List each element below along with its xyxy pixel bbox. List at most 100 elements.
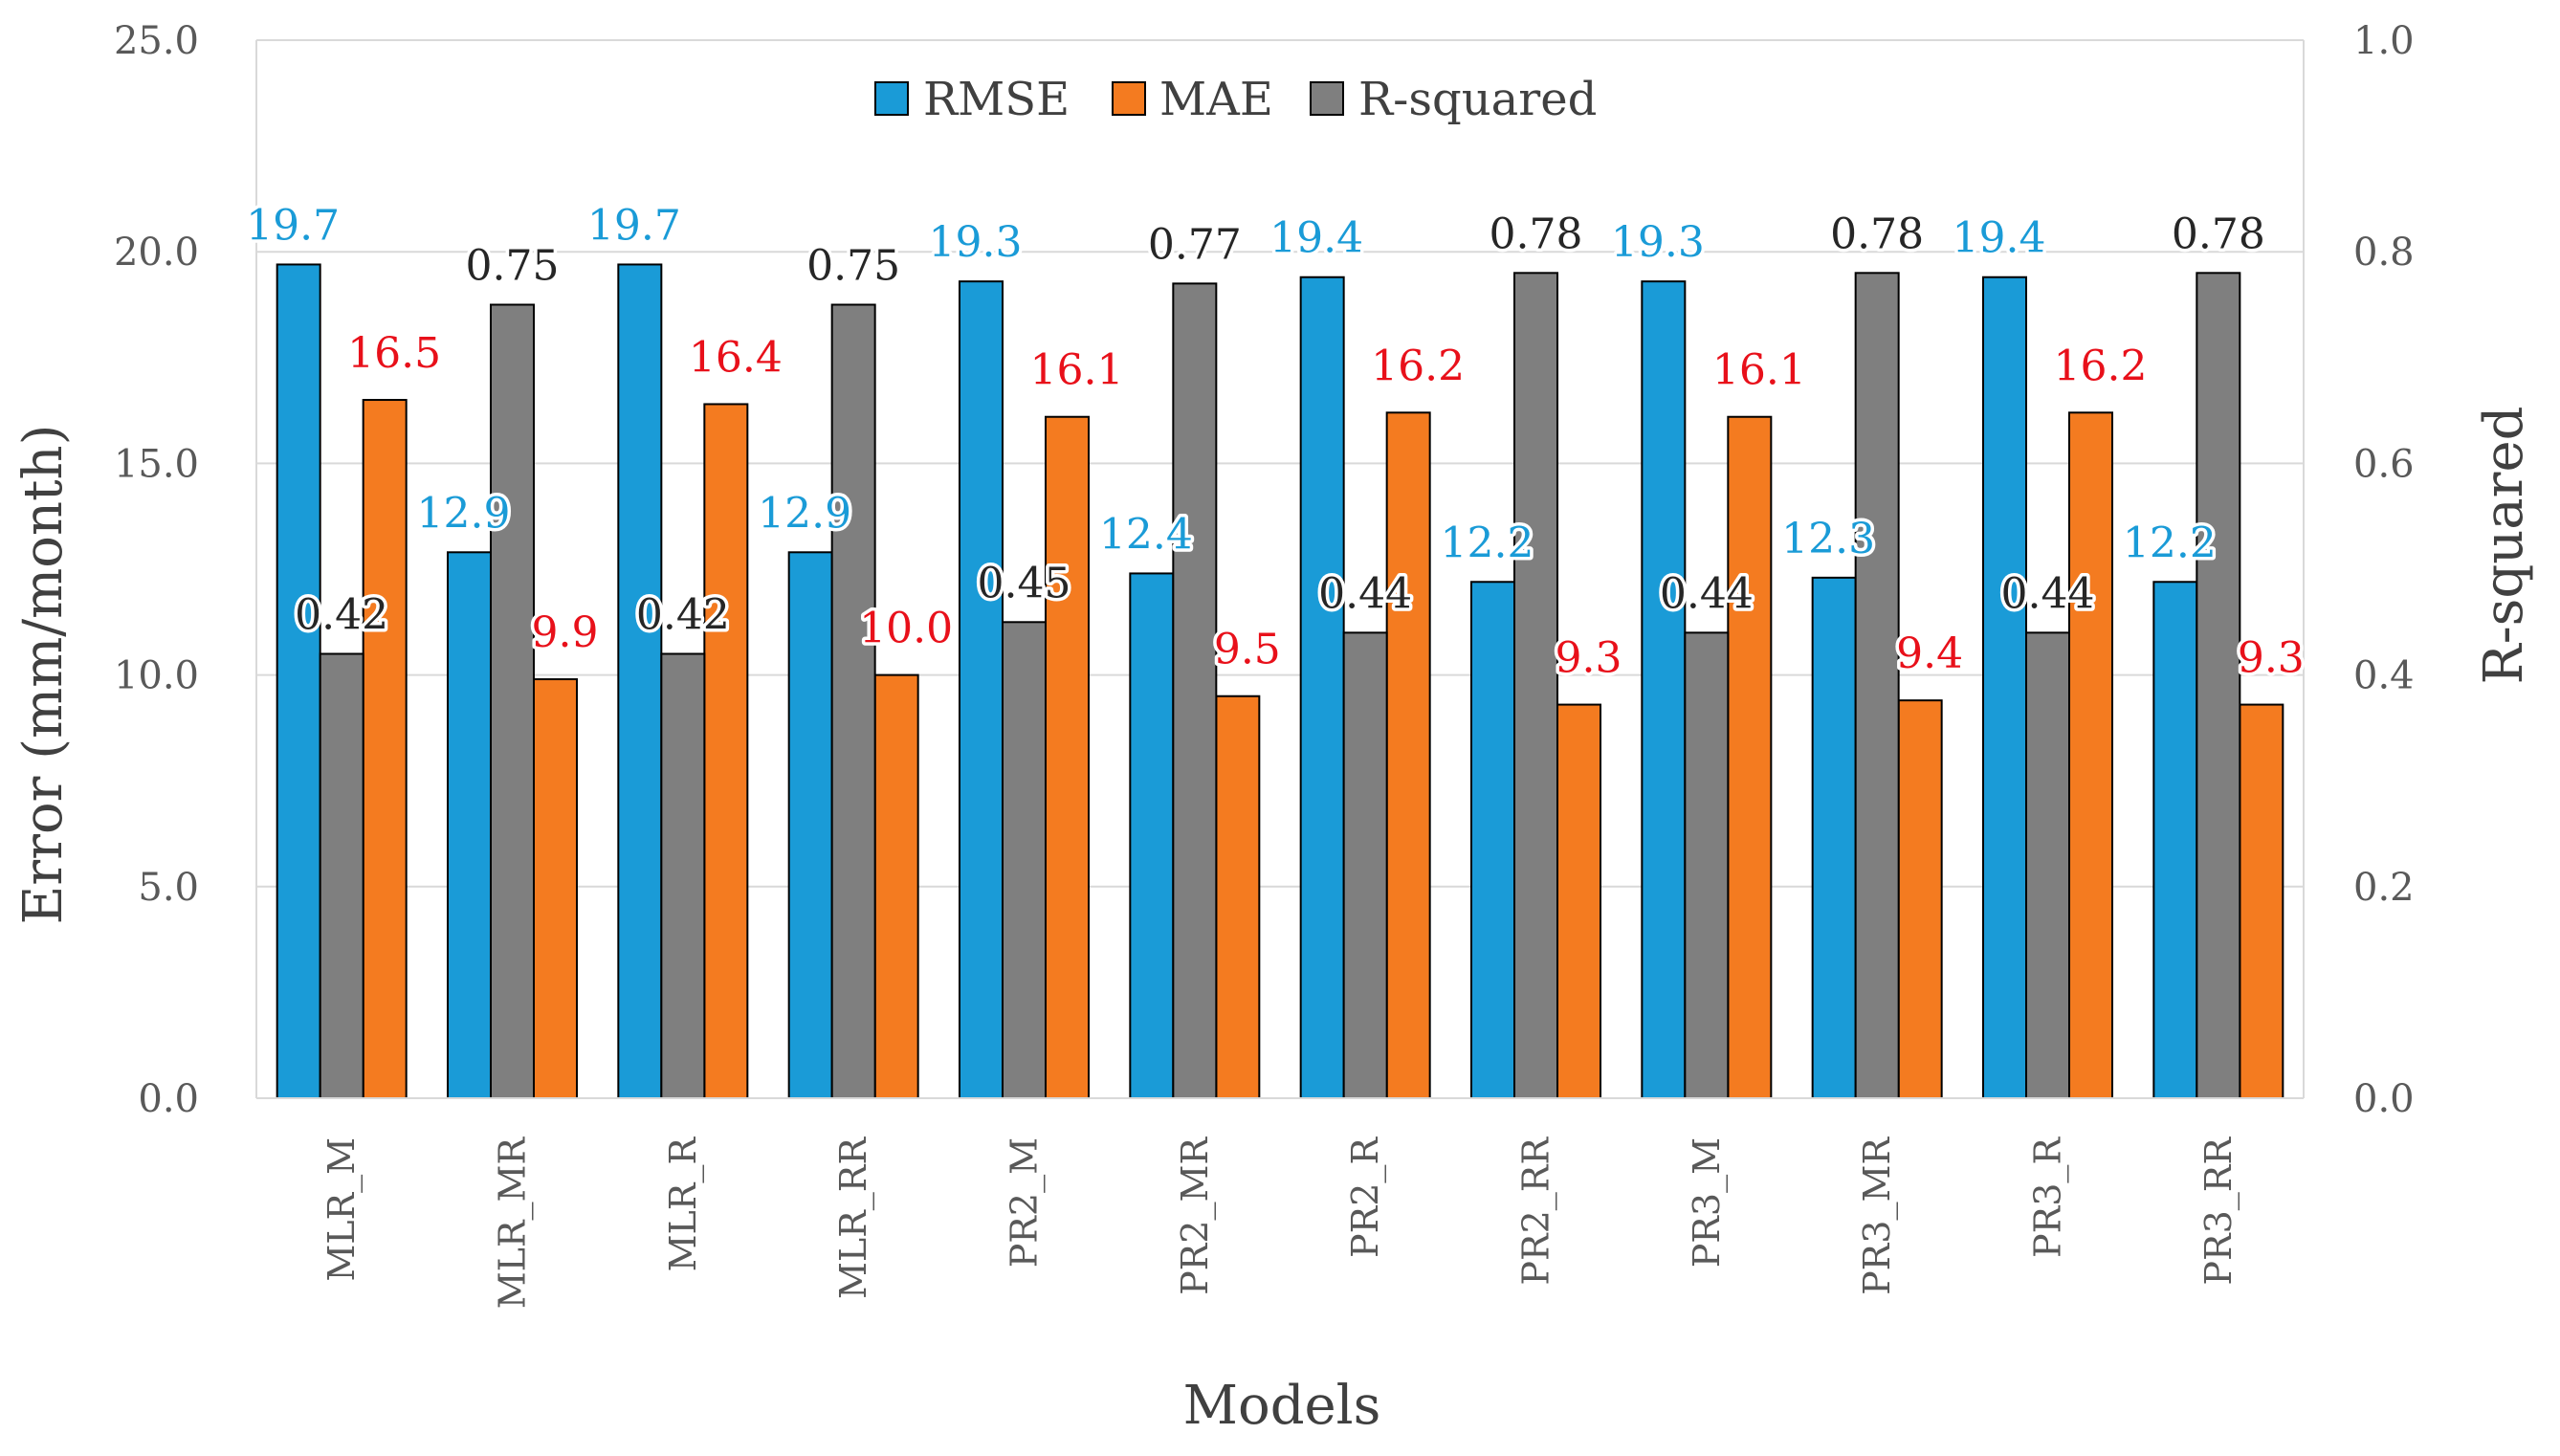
data-label-r-squared: 0.44 — [1660, 569, 1754, 618]
bar-rmse-pr3_mr — [1811, 576, 1857, 1099]
bar-r-squared-pr2_mr — [1172, 282, 1218, 1099]
bar-r-squared-mlr_rr — [830, 303, 876, 1099]
data-label-mae: 16.1 — [1712, 346, 1806, 395]
bar-rmse-mlr_rr — [787, 551, 833, 1099]
legend: RMSE MAE R-squared — [874, 73, 1597, 126]
bar-rmse-pr2_rr — [1470, 581, 1515, 1099]
data-label-rmse: 12.4 — [1099, 510, 1193, 559]
bar-r-squared-pr2_m — [1002, 621, 1047, 1099]
category-labels: MLR_M MLR_MR MLR_R MLR_RR PR2_M PR2_MR PR2_R PR… — [320, 1136, 2240, 1310]
bar-mae-mlr_mr — [533, 678, 578, 1099]
bar-rmse-mlr_r — [617, 263, 663, 1099]
y-tick-label: 25.0 — [114, 19, 199, 63]
bar-r-squared-pr3_m — [1684, 631, 1730, 1099]
data-label-r-squared: 0.75 — [806, 242, 900, 291]
left-axis-ticks: 0.0 5.0 10.0 15.0 20.0 25.0 — [114, 19, 199, 1121]
data-label-mae: 16.4 — [689, 333, 783, 382]
data-label-mae: 16.2 — [2054, 342, 2148, 390]
data-label-rmse: 19.4 — [1953, 214, 2046, 263]
data-label-r-squared: 0.44 — [2001, 569, 2095, 618]
data-label-mae: 16.5 — [347, 329, 441, 378]
bar-r-squared-pr2_r — [1342, 631, 1388, 1099]
bar-rmse-mlr_mr — [447, 551, 492, 1099]
category-label: PR3_R — [2027, 1136, 2070, 1258]
bar-mae-pr3_r — [2068, 411, 2113, 1099]
bar-mae-pr2_mr — [1215, 695, 1261, 1099]
data-label-rmse: 19.3 — [1611, 218, 1705, 267]
data-label-rmse: 19.3 — [929, 218, 1023, 267]
bar-r-squared-pr3_rr — [2196, 272, 2241, 1099]
bar-r-squared-pr2_rr — [1513, 272, 1558, 1099]
bar-rmse-pr2_r — [1299, 276, 1345, 1099]
legend-swatch-mae — [1112, 81, 1146, 116]
bar-r-squared-pr3_mr — [1854, 272, 1900, 1099]
y2-tick-label: 0.6 — [2353, 442, 2415, 486]
data-label-r-squared: 0.75 — [466, 242, 560, 291]
data-label-mae: 9.9 — [532, 608, 599, 657]
data-label-rmse: 12.9 — [758, 489, 851, 538]
data-label-r-squared: 0.78 — [1490, 210, 1583, 258]
bar-rmse-pr2_mr — [1129, 572, 1175, 1099]
y-axis-title: Error (mm/month) — [12, 425, 75, 925]
category-label: PR2_R — [1344, 1136, 1387, 1258]
legend-label-rmse: RMSE — [923, 73, 1070, 126]
data-labels: 19.7 16.5 0.42 12.9 9.9 0.75 19.7 16.4 0.42 12.9 1… — [243, 198, 2308, 686]
y-tick-label: 10.0 — [114, 654, 199, 698]
data-label-rmse: 19.4 — [1269, 214, 1363, 263]
data-label-mae: 9.5 — [1214, 626, 1281, 674]
y2-tick-label: 0.8 — [2353, 231, 2415, 275]
data-label-r-squared: 0.42 — [636, 590, 730, 639]
bar-mae-mlr_r — [703, 403, 749, 1099]
data-label-r-squared: 0.78 — [1830, 210, 1924, 258]
bar-mae-mlr_m — [362, 399, 408, 1100]
data-label-r-squared: 0.44 — [1318, 569, 1412, 618]
category-label: PR3_RR — [2197, 1136, 2240, 1286]
bar-r-squared-mlr_mr — [490, 303, 535, 1099]
data-label-rmse: 12.9 — [417, 489, 511, 538]
category-label: MLR_R — [662, 1136, 705, 1272]
data-label-mae: 9.3 — [1556, 634, 1622, 683]
y2-axis-title: R-squared — [2473, 407, 2535, 685]
data-label-r-squared: 0.42 — [295, 590, 388, 639]
legend-swatch-rmse — [874, 81, 909, 116]
legend-label-r-squared: R-squared — [1358, 73, 1597, 126]
y-tick-label: 20.0 — [114, 231, 199, 275]
category-label: MLR_RR — [832, 1136, 875, 1299]
bar-rmse-pr3_m — [1641, 280, 1687, 1099]
bar-r-squared-mlr_r — [660, 652, 706, 1099]
category-label: PR3_M — [1686, 1137, 1729, 1268]
data-label-rmse: 19.7 — [246, 201, 340, 250]
legend-label-mae: MAE — [1159, 73, 1273, 126]
data-label-mae: 16.2 — [1371, 342, 1465, 390]
bar-rmse-mlr_m — [276, 263, 321, 1099]
y2-tick-label: 0.4 — [2353, 654, 2415, 698]
data-label-mae: 9.3 — [2238, 634, 2305, 683]
bar-mae-mlr_rr — [873, 673, 919, 1099]
data-label-mae: 9.4 — [1896, 629, 1963, 678]
bar-mae-pr3_mr — [1897, 699, 1943, 1099]
y-tick-label: 0.0 — [138, 1077, 199, 1121]
data-label-r-squared: 0.78 — [2172, 210, 2265, 258]
category-label: PR2_M — [1004, 1137, 1047, 1268]
data-label-r-squared: 0.77 — [1148, 220, 1242, 269]
y2-tick-label: 0.2 — [2353, 866, 2415, 910]
data-label-mae: 10.0 — [859, 605, 953, 653]
data-label-mae: 16.1 — [1030, 346, 1124, 395]
bar-r-squared-pr3_r — [2025, 631, 2070, 1099]
x-axis-title: Models — [1183, 1375, 1381, 1437]
bar-r-squared-mlr_m — [319, 652, 364, 1099]
y2-tick-label: 1.0 — [2353, 19, 2415, 63]
data-label-rmse: 12.2 — [1441, 518, 1534, 567]
data-label-rmse: 12.3 — [1781, 515, 1875, 563]
data-label-rmse: 19.7 — [587, 201, 681, 250]
category-label: PR2_MR — [1174, 1136, 1217, 1295]
data-label-r-squared: 0.45 — [978, 559, 1071, 607]
bar-rmse-pr3_r — [1982, 276, 2027, 1099]
bar-rmse-pr2_m — [959, 280, 1004, 1099]
bar-mae-pr2_m — [1045, 415, 1090, 1099]
axes — [255, 40, 2305, 1099]
y-tick-label: 15.0 — [114, 442, 199, 486]
category-label: MLR_MR — [492, 1136, 535, 1310]
